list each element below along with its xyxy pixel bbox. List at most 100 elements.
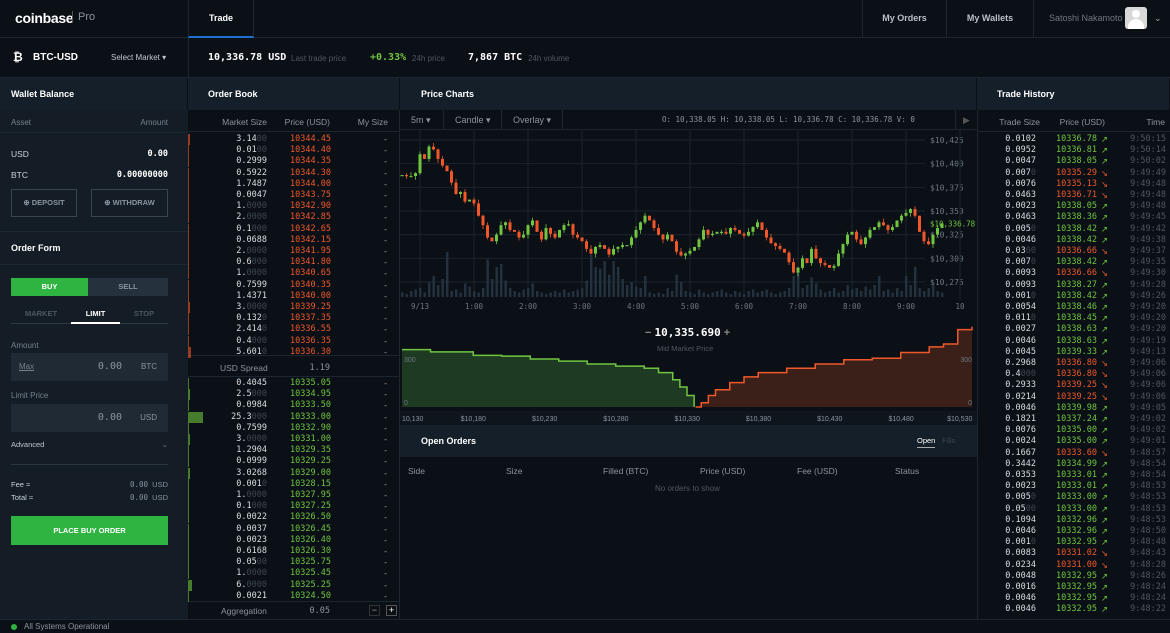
limit-price-input[interactable]: 0.00 USD	[11, 404, 168, 432]
volume-bar	[428, 282, 431, 297]
place-buy-order-button[interactable]: PLACE BUY ORDER	[11, 516, 168, 545]
candle	[751, 227, 755, 232]
order-book-row[interactable]: 6.0000 10325.25 -	[188, 579, 400, 591]
order-book-row[interactable]: 1.4371 10340.00 -	[188, 290, 400, 302]
order-book-row[interactable]: 0.0010 10328.15 -	[188, 478, 400, 490]
order-book-row[interactable]: 0.0688 10342.15 -	[188, 234, 400, 246]
y-tick-label: $10,425	[930, 136, 964, 145]
my-orders-link[interactable]: My Orders	[862, 0, 946, 38]
order-book-row[interactable]: 0.0999 10329.25 -	[188, 456, 400, 468]
order-book-row[interactable]: 0.7599 10340.35 -	[188, 279, 400, 291]
candle	[787, 252, 791, 263]
order-book-row[interactable]: 0.0047 10343.75 -	[188, 190, 400, 201]
candle	[648, 215, 651, 221]
buy-toggle[interactable]: BUY	[11, 278, 88, 296]
select-market-dropdown[interactable]: Select Market ▾	[111, 53, 166, 62]
volume-bar	[630, 282, 633, 297]
price-change-label: 24h price	[412, 54, 445, 63]
order-book-row[interactable]: 0.0984 10333.50 -	[188, 400, 400, 412]
order-book-row[interactable]: 0.0021 10324.50 -	[188, 590, 400, 602]
price-value: 10335.29	[1056, 167, 1097, 178]
sell-toggle[interactable]: SELL	[88, 278, 168, 296]
tab-open[interactable]: Open	[917, 436, 936, 448]
order-book-row[interactable]: 3.0268 10329.00 -	[188, 467, 400, 479]
advanced-toggle[interactable]: Advanced ⌄	[11, 440, 168, 449]
amount-input[interactable]: Max 0.00 BTC	[11, 353, 168, 381]
trade-row: 0.0463 10336.71 ↘ 9:49:48	[978, 190, 1170, 201]
order-book-row[interactable]: 0.6000 10341.80 -	[188, 257, 400, 269]
size-value: 0.0027	[1005, 324, 1036, 335]
order-book-row[interactable]: 0.6168 10326.30 -	[188, 546, 400, 557]
volume-bar	[801, 288, 804, 297]
trade-time: 9:49:20	[1130, 324, 1166, 335]
volume-label: 24h volume	[528, 54, 570, 63]
play-icon[interactable]: ▶	[955, 110, 977, 130]
trade-time: 9:49:45	[1130, 212, 1166, 223]
order-book-row[interactable]: 0.4000 10336.35 -	[188, 335, 400, 347]
max-link[interactable]: Max	[19, 362, 35, 371]
size-cell: 3.0000	[236, 434, 267, 445]
user-menu[interactable]: Satoshi Nakamoto ⌄	[1033, 0, 1170, 38]
order-book-row[interactable]: 0.5922 10344.30 -	[188, 167, 400, 179]
my-size: -	[384, 400, 387, 411]
order-book-row[interactable]: 0.0100 10344.40 -	[188, 145, 400, 157]
overlay-dropdown[interactable]: Overlay ▾	[503, 110, 563, 130]
candle	[441, 158, 444, 166]
my-wallets-link[interactable]: My Wallets	[946, 0, 1033, 38]
chart-type-dropdown[interactable]: Candle ▾	[445, 110, 502, 130]
depth-bar	[188, 134, 190, 145]
order-book-row[interactable]: 1.2904 10329.35 -	[188, 445, 400, 457]
order-book-row[interactable]: 0.7599 10332.90 -	[188, 422, 400, 434]
tab-market[interactable]: MARKET	[24, 309, 58, 318]
tab-fills[interactable]: Fills	[942, 436, 956, 445]
order-book-row[interactable]: 1.0000 10327.95 -	[188, 490, 400, 501]
order-book-row[interactable]: 0.4045 10335.05 -	[188, 378, 400, 389]
order-book-row[interactable]: 0.0022 10326.50 -	[188, 512, 400, 524]
trade-row: 0.0047 10338.05 ↗ 9:50:02	[978, 156, 1170, 167]
order-book-row[interactable]: 3.0000 10339.25 -	[188, 302, 400, 313]
order-book-row[interactable]: 2.0000 10341.95 -	[188, 246, 400, 257]
candle	[922, 231, 926, 242]
order-book-row[interactable]: 0.2999 10344.35 -	[188, 156, 400, 168]
aggregation-increase-button[interactable]: +	[386, 605, 397, 616]
order-book-row[interactable]: 2.0000 10342.85 -	[188, 212, 400, 224]
aggregation-decrease-button[interactable]: −	[369, 605, 380, 616]
candle	[495, 234, 498, 242]
interval-dropdown[interactable]: 5m ▾	[400, 110, 444, 130]
price-value: 10337.24	[1056, 414, 1097, 424]
volume-bar	[486, 259, 489, 297]
trade-row: 0.0024 10335.00 ↗ 9:49:01	[978, 436, 1170, 447]
order-book-row[interactable]: 2.4140 10336.55 -	[188, 324, 400, 336]
chevron-down-icon[interactable]: ⌄	[1154, 13, 1162, 23]
depth-bar	[188, 478, 189, 490]
order-book-row[interactable]: 25.3000 10333.00 -	[188, 411, 400, 423]
coinbase-logo[interactable]: coinbase	[15, 10, 74, 26]
depth-chart[interactable]: 10,130 $10,180 $10,230 $10,280 $10,330 $10,38…	[400, 312, 977, 425]
order-book-row[interactable]: 0.1000 10327.25 -	[188, 501, 400, 513]
candle	[450, 171, 453, 183]
order-book-row[interactable]: 0.1000 10342.65 -	[188, 223, 400, 235]
tab-limit[interactable]: LIMIT	[85, 309, 106, 318]
increase-icon[interactable]: +	[720, 327, 731, 339]
order-book-row[interactable]: 2.5000 10334.95 -	[188, 389, 400, 401]
avatar[interactable]	[1125, 7, 1147, 29]
order-book-row[interactable]: 3.0000 10331.00 -	[188, 434, 400, 445]
arrow-up-right-icon: ↗	[1100, 458, 1108, 469]
order-book-row[interactable]: 1.7487 10344.00 -	[188, 178, 400, 190]
order-book-row[interactable]: 0.1320 10337.35 -	[188, 313, 400, 325]
candlestick-chart[interactable]: $10,425 $10,400 $10,375 $10,350 $10,325 $10,3…	[400, 130, 977, 312]
y-tick-label: $10,400	[930, 160, 964, 169]
order-book-row[interactable]: 1.0000 10342.90 -	[188, 201, 400, 213]
order-book-row[interactable]: 1.0000 10325.45 -	[188, 568, 400, 580]
withdraw-button[interactable]: ⊕ WITHDRAW	[91, 189, 168, 217]
order-book-row[interactable]: 0.0023 10326.40 -	[188, 534, 400, 546]
order-book-row[interactable]: 0.0037 10326.45 -	[188, 523, 400, 535]
order-book-row[interactable]: 1.0000 10340.65 -	[188, 268, 400, 280]
order-book-row[interactable]: 0.0500 10325.75 -	[188, 557, 400, 569]
deposit-button[interactable]: ⊕ DEPOSIT	[11, 189, 77, 217]
tab-trade[interactable]: Trade	[188, 0, 254, 38]
order-book-row[interactable]: 3.1400 10344.45 -	[188, 134, 400, 145]
decrease-icon[interactable]: −	[645, 327, 655, 339]
tab-stop[interactable]: STOP	[133, 309, 155, 318]
order-book-row[interactable]: 5.6010 10336.30 -	[188, 346, 400, 358]
